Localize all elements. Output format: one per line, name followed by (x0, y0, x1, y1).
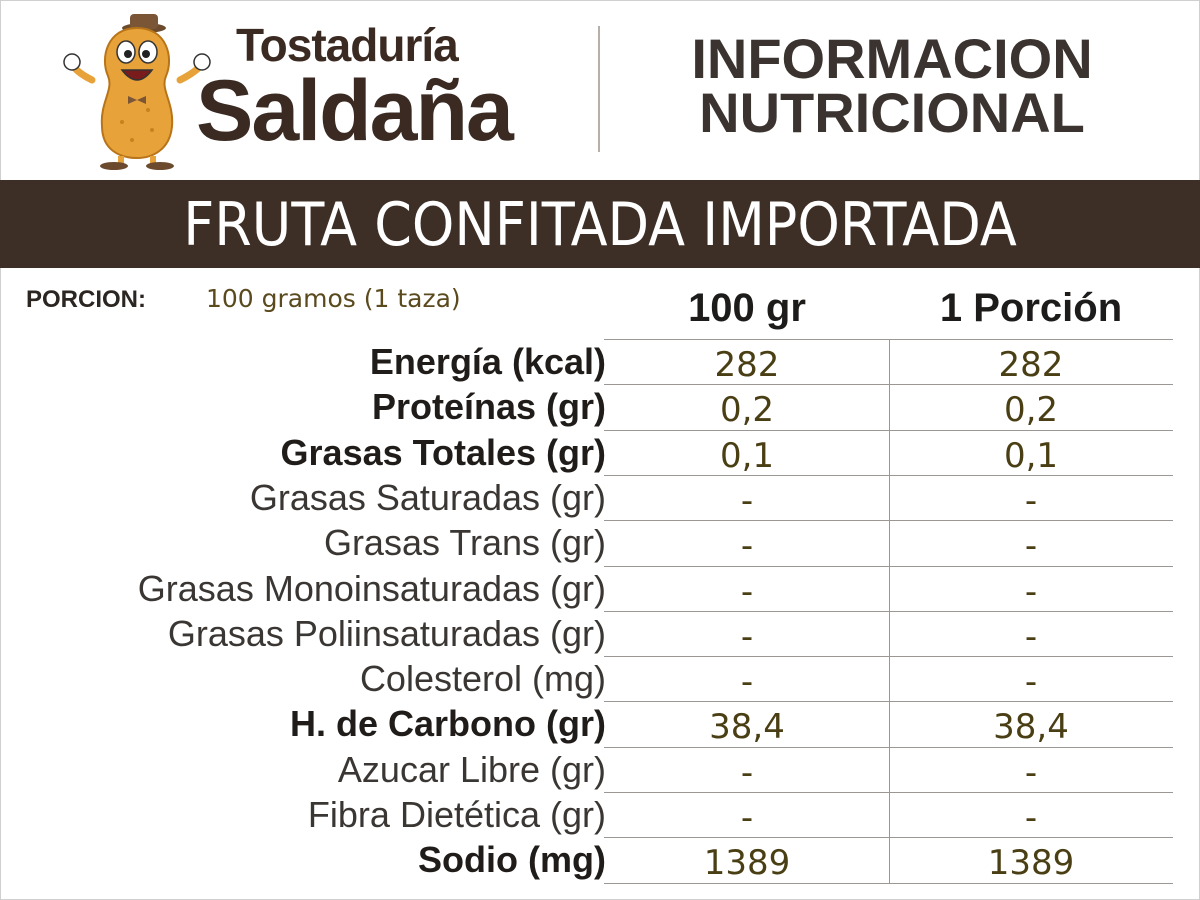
table-row: Grasas Trans (gr) - - (0, 520, 1200, 567)
table-row: Azucar Libre (gr) - - (0, 747, 1200, 793)
nutrient-label: Sodio (mg) (418, 839, 606, 881)
table-row: Grasas Totales (gr) 0,1 0,1 (0, 430, 1200, 476)
table-rule (604, 701, 1173, 703)
table-row: Grasas Poliinsaturadas (gr) - - (0, 611, 1200, 657)
value-portion: - (1024, 480, 1038, 521)
product-banner: FRUTA CONFITADA IMPORTADA (0, 180, 1200, 268)
table-rule (604, 882, 1173, 884)
nutrient-label: Grasas Totales (gr) (280, 431, 606, 473)
nutrient-label: Grasas Poliinsaturadas (gr) (167, 612, 606, 654)
nutrient-label: Grasas Monoinsaturadas (gr) (137, 567, 606, 609)
table-rule (604, 520, 1173, 522)
value-portion: - (1024, 526, 1038, 567)
title-line2: NUTRICIONAL (699, 81, 1085, 144)
table-row: Sodio (mg) 1389 1389 (0, 837, 1200, 884)
brand-name-line2: Saldaña (196, 63, 514, 159)
table-row: Grasas Monoinsaturadas (gr) - - (0, 566, 1200, 612)
product-name: FRUTA CONFITADA IMPORTADA (183, 190, 1017, 260)
value-portion: - (1024, 571, 1038, 612)
value-100gr: - (740, 571, 754, 612)
table-rule (604, 384, 1173, 386)
value-portion: - (1024, 662, 1038, 703)
table-rule (604, 429, 1173, 431)
value-100gr: - (740, 480, 754, 521)
peanut-mascot-logo (63, 14, 211, 170)
table-rule (604, 656, 1173, 658)
table-rule (604, 792, 1173, 793)
nutrient-label: Colesterol (mg) (359, 658, 606, 700)
column-divider (889, 339, 890, 883)
value-100gr: - (740, 526, 754, 567)
column-header-portion: 1 Porción (939, 286, 1123, 330)
brand-name-line1: Tostaduría (236, 19, 459, 71)
value-portion: 1389 (987, 843, 1075, 884)
value-100gr: - (740, 616, 754, 657)
nutrient-label: Grasas Trans (gr) (323, 522, 606, 564)
table-rule (604, 474, 1173, 476)
table-row: Energía (kcal) 282 282 (0, 339, 1200, 385)
nutrient-label: Grasas Saturadas (gr) (249, 476, 606, 518)
value-100gr: 0,2 (719, 390, 775, 431)
nutrient-label: Energía (kcal) (369, 341, 606, 382)
header-divider (598, 26, 600, 152)
value-100gr: 0,1 (719, 435, 775, 476)
value-portion: 282 (998, 345, 1064, 385)
portion-label: PORCION: (26, 286, 146, 313)
value-portion: 0,2 (1003, 390, 1059, 431)
value-100gr: - (740, 752, 754, 793)
table-rule (604, 837, 1173, 839)
value-100gr: 38,4 (709, 707, 785, 748)
nutrient-label: H. de Carbono (gr) (290, 703, 606, 745)
table-row: Grasas Saturadas (gr) - - (0, 475, 1200, 521)
value-portion: - (1024, 616, 1038, 657)
table-rule (604, 339, 1173, 340)
value-100gr: 1389 (703, 843, 791, 884)
title-line1: INFORMACION (691, 27, 1093, 90)
value-portion: 0,1 (1003, 435, 1059, 476)
value-100gr: - (740, 798, 754, 838)
portion-value: 100 gramos (1 taza) (206, 284, 461, 313)
table-row: Colesterol (mg) - - (0, 656, 1200, 703)
value-100gr: 282 (714, 345, 780, 385)
table-rule (604, 565, 1173, 567)
nutrient-label: Proteínas (gr) (371, 386, 606, 428)
nutrient-label: Azucar Libre (gr) (337, 748, 606, 790)
value-portion: - (1024, 798, 1038, 838)
value-portion: - (1024, 752, 1038, 793)
table-row: Fibra Dietética (gr) - - (0, 792, 1200, 838)
table-row: Proteínas (gr) 0,2 0,2 (0, 384, 1200, 431)
column-header-100gr: 100 gr (688, 286, 806, 330)
table-row: H. de Carbono (gr) 38,4 38,4 (0, 701, 1200, 748)
table-rule (604, 746, 1173, 748)
nutrient-label: Fibra Dietética (gr) (307, 794, 606, 835)
page-title: INFORMACION NUTRICIONAL (612, 27, 1172, 144)
value-portion: 38,4 (993, 707, 1069, 748)
value-100gr: - (740, 662, 754, 703)
table-rule (604, 610, 1173, 612)
